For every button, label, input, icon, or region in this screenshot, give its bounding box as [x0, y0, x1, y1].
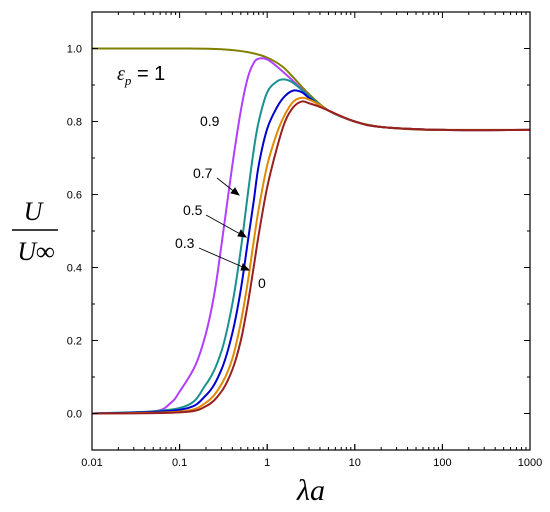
- tick-labels-layer: 0.01 0.1 1 10 100 1000 0.0 0.2 0.4 0.6 0.8 1.0: [67, 44, 543, 470]
- label-0.3: 0.3: [175, 235, 195, 251]
- x-tick-label: 10: [349, 457, 361, 469]
- series-line-1: [91, 57, 531, 415]
- series-line-3: [91, 89, 531, 415]
- label-0.5: 0.5: [183, 202, 203, 218]
- ticks-layer: [91, 11, 531, 451]
- x-tick-label: 0.01: [81, 457, 102, 469]
- y-tick-label: 0.4: [67, 263, 82, 275]
- series-line-4: [91, 96, 531, 415]
- series-line-5: [91, 100, 531, 415]
- x-tick-label: 100: [433, 457, 451, 469]
- series-line-0: [91, 47, 531, 131]
- arrow-0.5-head: [237, 229, 247, 238]
- annotation-arrows: [198, 177, 251, 271]
- arrow-0.3-head: [240, 263, 251, 271]
- label-0.9: 0.9: [200, 113, 220, 129]
- label-0: 0: [258, 275, 266, 291]
- arrow-0.3: [198, 247, 246, 269]
- y-tick-label: 0.0: [67, 409, 82, 421]
- y-tick-label: 0.6: [67, 190, 82, 202]
- y-tick-label: 1.0: [67, 44, 82, 56]
- y-axis-title: U U∞: [12, 197, 58, 266]
- y-tick-label: 0.2: [67, 336, 82, 348]
- y-axis-title-numerator: U: [24, 197, 45, 226]
- x-tick-label: 1000: [518, 457, 542, 469]
- arrow-0.7-head: [230, 187, 240, 196]
- y-axis-title-denominator: U∞: [17, 237, 54, 266]
- arrow-0.5: [205, 214, 243, 236]
- x-tick-label: 1: [264, 457, 270, 469]
- x-tick-label: 0.1: [172, 457, 187, 469]
- label-ep1: εp = 1: [117, 63, 165, 88]
- y-tick-label: 0.8: [67, 117, 82, 129]
- curves-layer: [91, 47, 531, 415]
- label-0.7: 0.7: [193, 165, 213, 181]
- x-axis-title: λa: [296, 474, 325, 507]
